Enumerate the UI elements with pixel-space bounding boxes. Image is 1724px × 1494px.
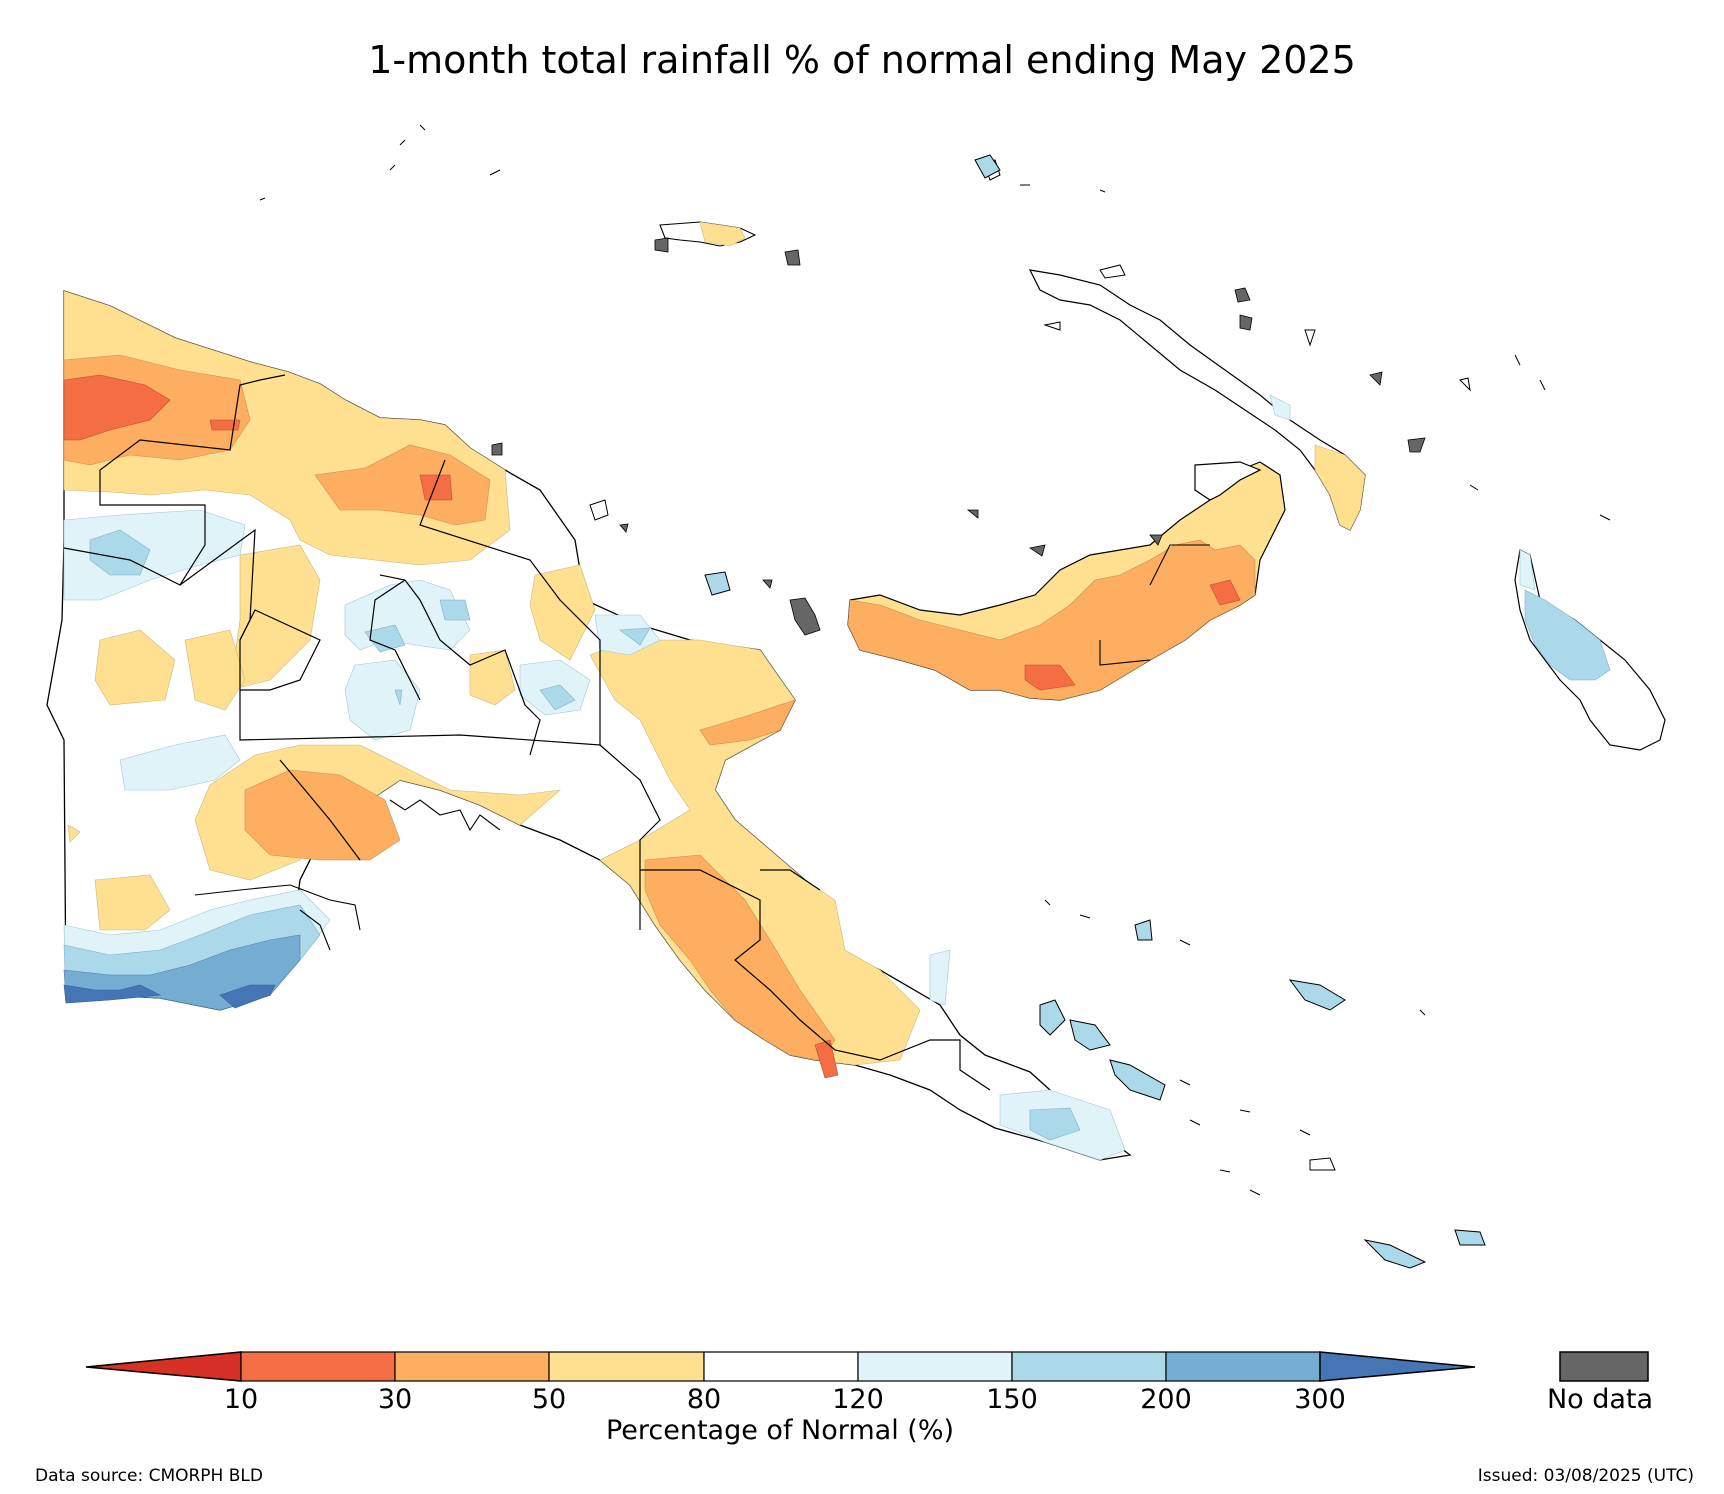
- zone-over-300: [63, 984, 276, 1009]
- new-ireland: [1028, 269, 1366, 531]
- province-boundaries: [63, 374, 991, 1091]
- tick-label: 80: [686, 1384, 722, 1415]
- tick-label: 50: [531, 1384, 567, 1415]
- mainland-png: [46, 290, 1132, 1161]
- tick-label: 150: [986, 1384, 1038, 1415]
- bougainville: [1514, 549, 1666, 751]
- tick-label: 120: [832, 1384, 884, 1415]
- colorbar-bin-200-300: [1165, 1351, 1321, 1382]
- colorbar: [85, 1351, 1649, 1382]
- colorbar-bin-80-120: [703, 1351, 859, 1382]
- colorbar-bin-50-80: [548, 1351, 705, 1382]
- new-britain: [847, 461, 1286, 701]
- river-mouths: [194, 799, 501, 951]
- colorbar-arrow-low: [85, 1351, 242, 1382]
- tick-label: 10: [223, 1384, 259, 1415]
- issued-date: Issued: 03/08/2025 (UTC): [1477, 1466, 1694, 1486]
- colorbar-label: Percentage of Normal (%): [605, 1415, 955, 1446]
- small-islands: [589, 159, 1471, 1171]
- manus-island: [654, 221, 801, 266]
- data-source: Data source: CMORPH BLD: [35, 1466, 263, 1486]
- islands-no-data: [491, 287, 1426, 636]
- tick-label: 200: [1140, 1384, 1192, 1415]
- tick-label: 30: [377, 1384, 413, 1415]
- map-title: 1-month total rainfall % of normal endin…: [368, 38, 1356, 82]
- colorbar-bin-10-30: [240, 1351, 396, 1382]
- atoll-specks: [259, 124, 1611, 1196]
- islands-150-200: [704, 154, 1486, 1269]
- zone-10-30: [63, 374, 839, 1079]
- colorbar-bin-30-50: [394, 1351, 550, 1382]
- colorbar-arrow-high: [1319, 1351, 1476, 1382]
- tick-label: 300: [1294, 1384, 1346, 1415]
- colorbar-bin-150-200: [1011, 1351, 1167, 1382]
- no-data-swatch: [1559, 1351, 1649, 1382]
- colorbar-bin-120-150: [857, 1351, 1013, 1382]
- no-data-label: No data: [1546, 1384, 1654, 1415]
